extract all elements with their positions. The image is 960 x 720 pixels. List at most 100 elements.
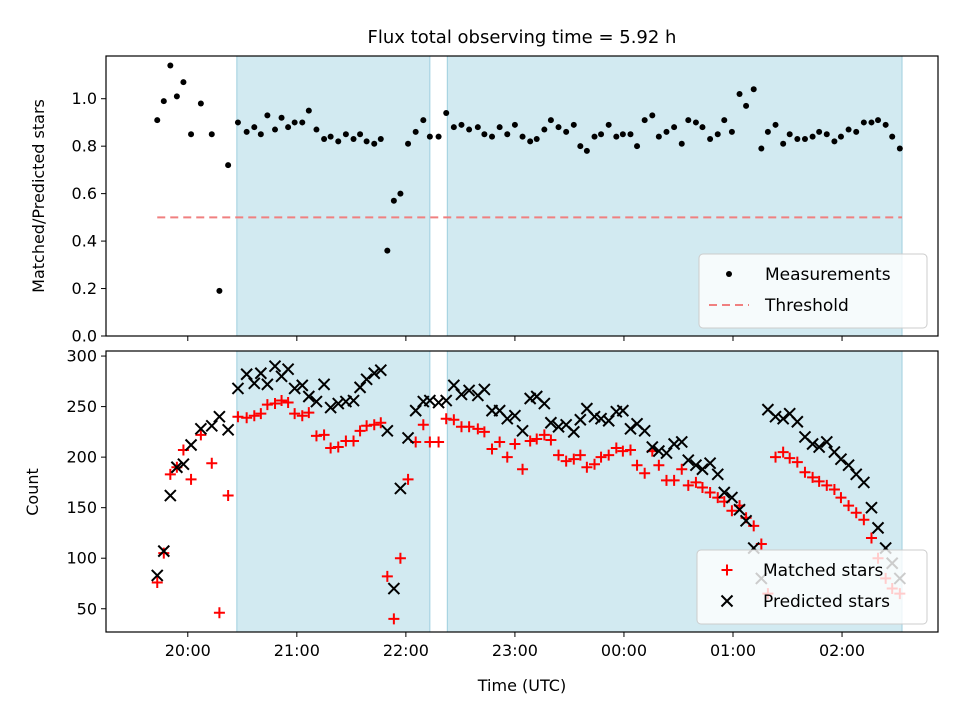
- matched-star-point: [560, 455, 572, 467]
- matched-star-point: [478, 426, 490, 438]
- matched-star-point: [206, 457, 218, 469]
- measurement-point: [264, 112, 271, 119]
- measurement-point: [208, 131, 215, 138]
- measurement-point: [412, 128, 419, 135]
- measurement-point: [547, 117, 554, 124]
- measurement-point: [728, 128, 735, 135]
- predicted-star-point: [667, 437, 681, 451]
- matched-star-point: [276, 395, 288, 407]
- matched-star-point: [639, 467, 651, 479]
- legend-label: Measurements: [765, 265, 891, 285]
- predicted-star-point: [646, 440, 659, 454]
- predicted-star-point: [501, 412, 514, 425]
- matched-star-point: [486, 443, 498, 455]
- measurement-point: [489, 133, 496, 140]
- matched-star-point: [603, 449, 615, 461]
- measurement-point: [685, 117, 692, 124]
- matched-star-point: [574, 449, 586, 461]
- matched-star-point: [813, 475, 825, 487]
- measurement-point: [474, 124, 481, 131]
- measurement-point: [154, 117, 161, 124]
- measurement-point: [173, 93, 180, 100]
- matched-star-point: [712, 492, 724, 504]
- measurement-point: [692, 119, 699, 126]
- measurement-point: [563, 128, 570, 135]
- matched-star-point: [195, 429, 207, 441]
- measurement-point: [350, 136, 357, 143]
- matched-star-point: [388, 613, 400, 625]
- predicted-star-point: [739, 514, 753, 528]
- x-tick-label: 00:00: [601, 641, 647, 660]
- legend-label: Predicted stars: [763, 592, 890, 612]
- y-tick-label: 0.6: [72, 184, 97, 203]
- predicted-star-point: [725, 491, 739, 504]
- measurement-point: [671, 124, 678, 131]
- predicted-star-point: [409, 404, 422, 417]
- chart-title: Flux total observing time = 5.92 h: [368, 27, 677, 48]
- predicted-star-point: [302, 390, 316, 403]
- matched-star-point: [375, 417, 387, 429]
- legend: Measurements Threshold: [698, 253, 928, 329]
- measurement-point: [772, 121, 779, 128]
- measurement-point: [450, 124, 457, 131]
- matched-star-point: [676, 463, 688, 475]
- shaded-interval-0: [236, 351, 430, 632]
- measurement-point: [555, 124, 562, 131]
- predicted-star-point: [616, 404, 630, 417]
- matched-star-point: [865, 532, 877, 544]
- matched-star-point: [595, 451, 607, 463]
- predicted-star-point: [240, 368, 253, 381]
- matched-star-point: [531, 433, 543, 445]
- matched-star-point: [494, 436, 506, 448]
- predicted-star-point: [871, 521, 885, 535]
- matched-star-point: [440, 413, 452, 425]
- predicted-star-point: [164, 489, 177, 502]
- measurement-point: [655, 133, 662, 140]
- axes-frame: [105, 55, 939, 337]
- predicted-star-point: [675, 435, 688, 449]
- predicted-star-point: [268, 359, 282, 373]
- bottom-panel: 50 100 150 200 250 300 20:00 21:00 22:00 23:00 00:…: [66, 347, 939, 660]
- measurement-point: [272, 126, 279, 133]
- predicted-star-point: [791, 415, 804, 428]
- legend-box: [698, 253, 928, 329]
- predicted-star-point: [221, 423, 235, 437]
- matched-star-point: [850, 507, 862, 519]
- predicted-star-point: [332, 397, 345, 410]
- matched-star-point: [553, 449, 565, 461]
- x-tick-label: 01:00: [710, 641, 756, 660]
- measurement-point: [736, 90, 743, 97]
- predicted-star-point: [696, 463, 709, 476]
- matched-star-point: [581, 461, 593, 473]
- measurement-point: [357, 131, 364, 138]
- predicted-star-point: [261, 378, 274, 391]
- measurement-point: [519, 133, 526, 140]
- y-tick-label: 0.0: [72, 327, 97, 346]
- legend-box: [696, 549, 928, 625]
- matched-star-point: [472, 423, 484, 435]
- shaded-interval-0: [236, 56, 430, 336]
- measurement-point: [443, 109, 450, 116]
- predicted-star-point: [401, 431, 415, 445]
- matched-star-point: [777, 446, 789, 458]
- matched-star-point: [213, 607, 225, 619]
- matched-star-point: [704, 487, 716, 499]
- measurement-point: [577, 143, 584, 150]
- predicted-star-point: [368, 367, 381, 380]
- predicted-star-point: [812, 440, 826, 454]
- matched-star-point: [368, 419, 380, 431]
- measurement-point: [649, 112, 656, 119]
- predicted-star-point: [776, 412, 790, 425]
- measurement-point: [243, 128, 250, 135]
- measurement-point: [313, 126, 320, 133]
- predicted-star-point: [865, 501, 878, 514]
- measurement-point: [570, 121, 577, 128]
- measurement-point: [496, 124, 503, 131]
- measurement-point: [786, 131, 793, 138]
- matched-star-point: [303, 407, 315, 419]
- measurement-point: [458, 121, 465, 128]
- matched-star-point: [282, 397, 294, 409]
- matched-star-point: [821, 479, 833, 491]
- matched-star-point: [185, 473, 197, 485]
- matched-star-point: [524, 435, 536, 447]
